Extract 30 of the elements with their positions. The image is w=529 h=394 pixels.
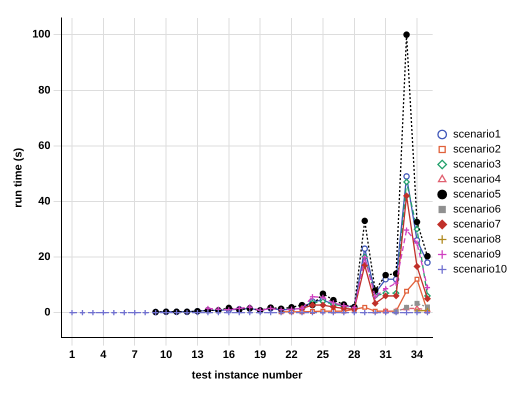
- legend-label: scenario2: [453, 144, 501, 156]
- x-tick-label: 7: [132, 349, 138, 362]
- x-tick-label: 19: [254, 349, 266, 362]
- y-axis-title: run time (s): [12, 148, 25, 208]
- legend-label: scenario7: [453, 218, 501, 231]
- legend-label: scenario6: [453, 204, 501, 216]
- legend-label: scenario3: [453, 158, 501, 171]
- y-tick-label: 0: [44, 306, 51, 319]
- x-tick-label: 1: [68, 349, 76, 362]
- y-tick-label: 20: [38, 251, 51, 264]
- y-tick-label: 80: [38, 84, 51, 96]
- y-tick-label: 100: [32, 28, 51, 41]
- x-tick-label: 4: [100, 349, 108, 362]
- legend-label: scenario10: [453, 264, 508, 276]
- x-tick-label: 31: [380, 349, 392, 362]
- x-tick-label: 10: [160, 349, 172, 362]
- x-tick-label: 22: [285, 349, 298, 362]
- x-axis-title: test instance number: [192, 369, 304, 382]
- legend-label: scenario5: [453, 188, 501, 201]
- x-tick-label: 16: [222, 349, 235, 362]
- x-tick-label: 13: [191, 349, 204, 362]
- x-tick-label: 28: [348, 349, 360, 362]
- y-tick-label: 40: [38, 195, 51, 208]
- legend-label: scenario1: [453, 128, 501, 141]
- legend-label: scenario4: [453, 174, 501, 186]
- y-tick-label: 60: [38, 140, 51, 152]
- legend-label: scenario8: [453, 234, 501, 246]
- x-tick-label: 25: [316, 349, 330, 362]
- legend-label: scenario9: [453, 248, 501, 261]
- x-tick-label: 34: [410, 349, 424, 362]
